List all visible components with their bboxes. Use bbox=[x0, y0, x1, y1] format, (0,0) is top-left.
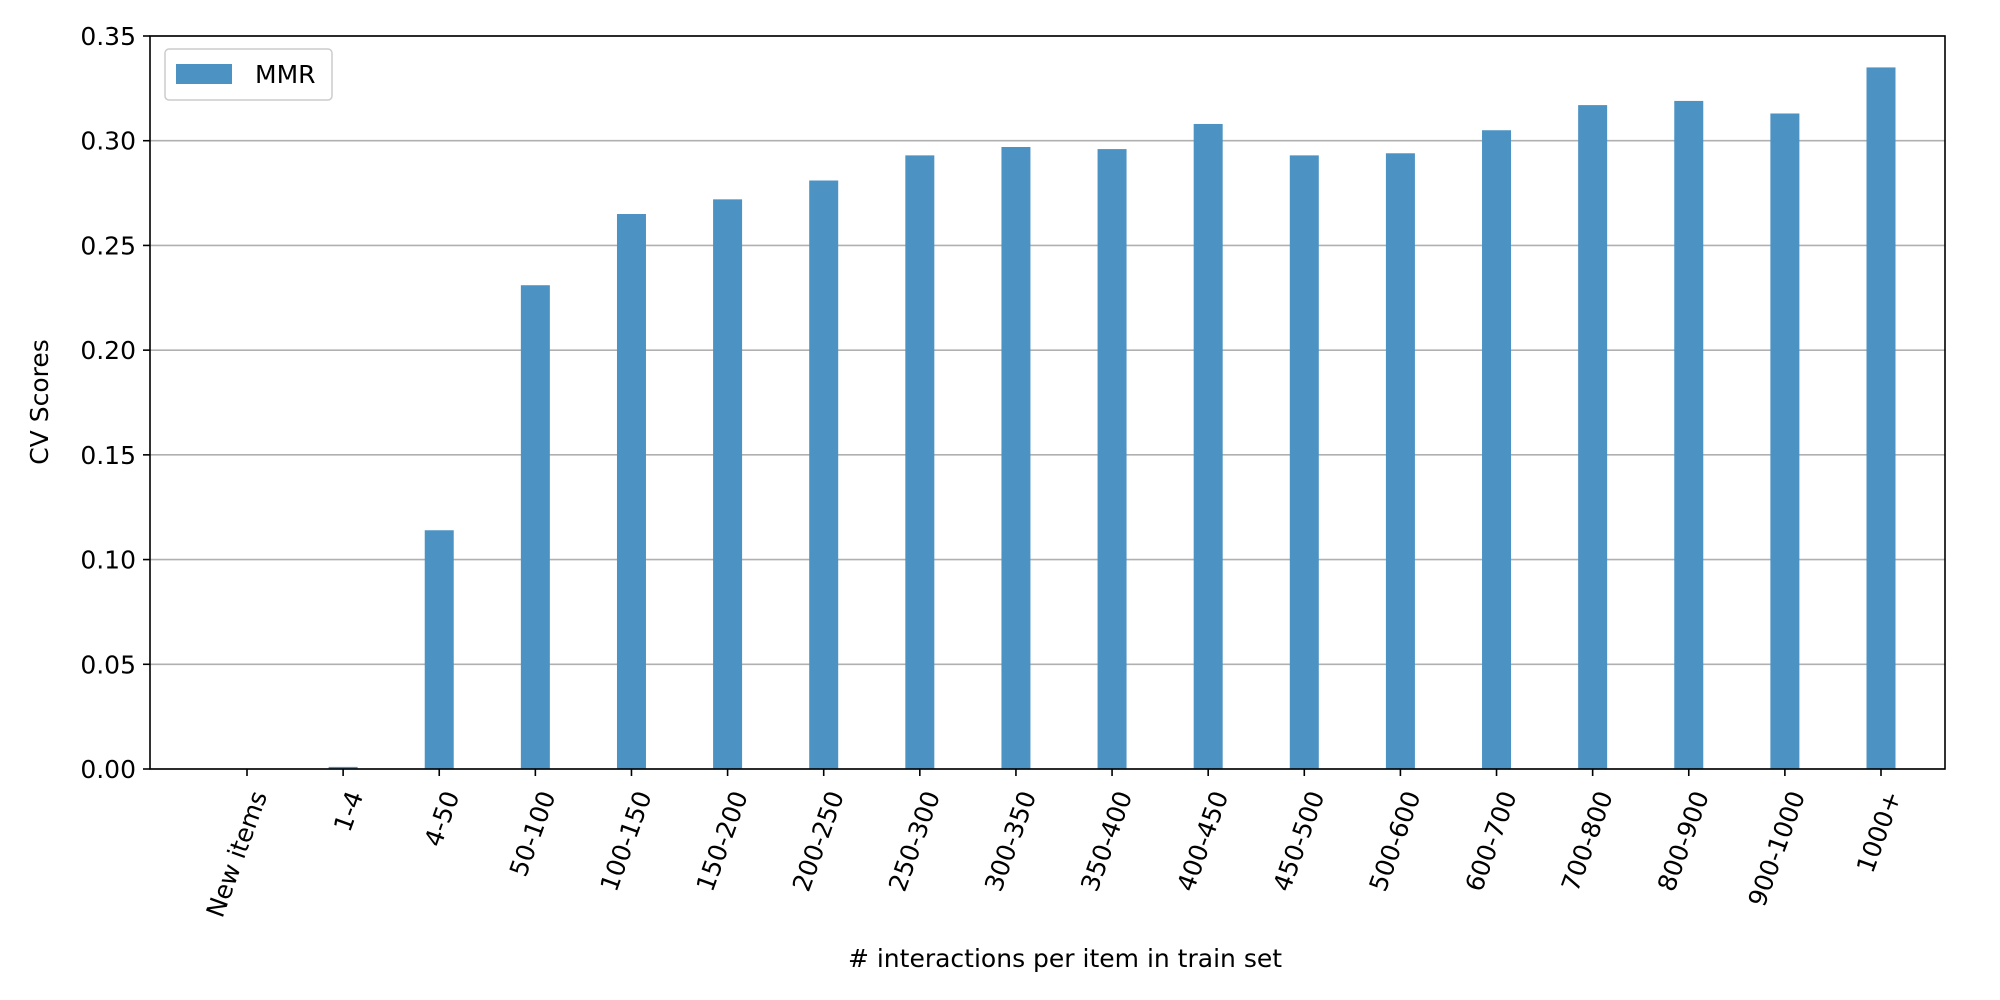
legend-label: MMR bbox=[255, 60, 316, 89]
y-tick-label: 0.05 bbox=[80, 650, 136, 679]
x-axis-title: # interactions per item in train set bbox=[848, 944, 1282, 973]
y-tick-label: 0.10 bbox=[80, 546, 136, 575]
bar bbox=[1385, 153, 1415, 769]
plot-frame bbox=[149, 35, 1946, 770]
y-tick-label: 0.00 bbox=[80, 755, 136, 784]
bar bbox=[1097, 149, 1127, 769]
y-tick-label: 0.15 bbox=[80, 441, 136, 470]
legend-swatch bbox=[176, 64, 232, 84]
y-tick-label: 0.20 bbox=[80, 336, 136, 365]
bar bbox=[1770, 113, 1800, 769]
y-tick-label: 0.25 bbox=[80, 231, 136, 260]
bar bbox=[1001, 146, 1031, 770]
bar bbox=[713, 199, 743, 770]
bar bbox=[520, 285, 550, 769]
y-axis-title: CV Scores bbox=[25, 339, 54, 465]
bar bbox=[1193, 123, 1223, 769]
legend-box bbox=[164, 48, 333, 101]
bar bbox=[616, 214, 646, 769]
y-tick-label: 0.30 bbox=[80, 127, 136, 156]
bar bbox=[424, 530, 454, 769]
bar bbox=[1482, 130, 1512, 769]
bar bbox=[1866, 67, 1896, 769]
legend: MMR bbox=[164, 48, 333, 101]
bar bbox=[1289, 155, 1319, 770]
bar bbox=[1674, 100, 1704, 770]
bar bbox=[905, 155, 935, 770]
bars bbox=[328, 67, 1896, 770]
y-tick-label: 0.35 bbox=[80, 22, 136, 51]
bar bbox=[809, 180, 839, 769]
y-axis-ticks: 0.00 0.05 0.10 0.15 0.20 0.25 0.30 0.35 bbox=[80, 22, 150, 784]
bar bbox=[1578, 105, 1608, 769]
bar bbox=[328, 766, 358, 769]
